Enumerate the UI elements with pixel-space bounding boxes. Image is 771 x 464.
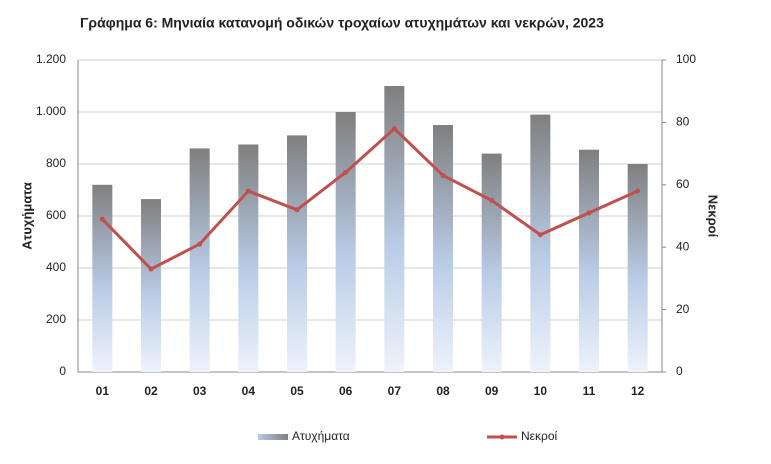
bar [238,144,259,372]
x-tick-label: 08 [436,384,450,398]
bar [481,153,502,372]
chart-title: Γράφημα 6: Μηνιαία κατανομή οδικών τροχα… [80,15,604,31]
y2-tick-label: 20 [676,302,690,316]
y2-tick-label: 0 [676,364,683,378]
line-marker [197,241,203,247]
x-tick-label: 11 [583,384,596,398]
bar [141,199,161,372]
x-tick-label: 05 [290,384,304,398]
bar [335,112,356,372]
bar [433,125,453,372]
legend-swatch [258,434,288,440]
y-tick-label: 600 [46,208,66,222]
line-marker [635,188,641,194]
line-marker [391,126,397,132]
line-marker [99,216,105,222]
y2-tick-label: 60 [676,177,690,191]
x-tick-label: 07 [388,384,402,398]
x-tick-label: 10 [534,384,548,398]
x-tick-label: 09 [485,384,499,398]
y2-tick-label: 40 [676,239,690,253]
y-tick-label: 400 [46,260,66,274]
x-tick-label: 12 [631,384,645,398]
y-tick-label: 1.200 [36,52,66,66]
y2-axis-title: Νεκροί [706,195,721,238]
bar [92,184,113,372]
bar [384,86,405,372]
line-marker [343,169,349,175]
legend-marker [499,434,505,440]
x-tick-label: 04 [242,384,256,398]
line [101,126,639,271]
y-tick-label: 0 [59,364,66,378]
bar [287,135,307,372]
y2-tick-label: 80 [676,115,690,129]
line-marker [489,197,495,203]
y-tick-label: 800 [46,156,66,170]
line-marker [586,210,592,216]
y2-tick-label: 100 [676,52,696,66]
line-marker [294,207,300,213]
x-tick-label: 06 [339,384,353,398]
line-marker [148,266,154,272]
legend-label: Νεκροί [521,429,558,443]
y-tick-label: 200 [46,312,66,326]
line-marker [440,172,446,178]
bar [189,148,210,372]
y-tick-label: 1.000 [36,104,66,118]
x-tick-label: 02 [144,384,158,398]
line-marker [537,232,543,238]
line-marker [245,188,251,194]
bar [579,149,599,372]
y-axis-title: Ατυχήματα [19,182,34,250]
bar [530,114,551,372]
x-tick-label: 03 [193,384,207,398]
legend-label: Ατυχήματα [292,429,350,443]
x-tick-label: 01 [96,384,110,398]
bar [627,164,648,372]
